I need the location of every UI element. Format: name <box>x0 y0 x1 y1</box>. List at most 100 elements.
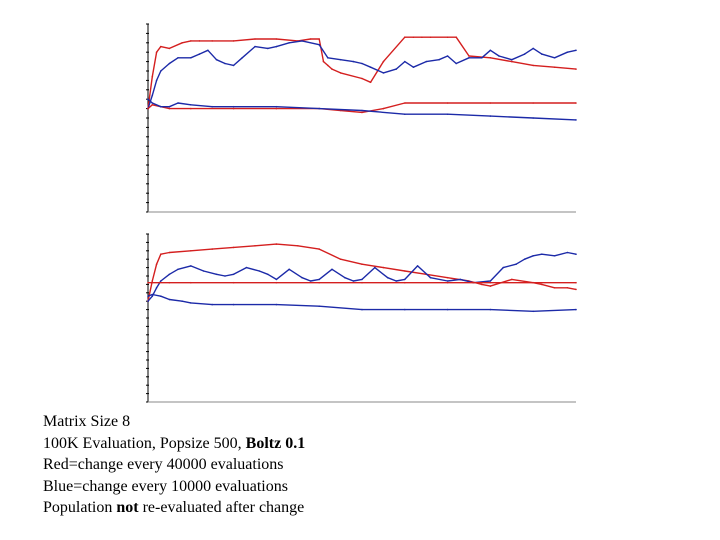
top-point-1-6 <box>190 57 192 59</box>
top-point-1-23 <box>369 66 372 68</box>
bottom-point-0-19 <box>481 283 483 286</box>
top-point-3-15 <box>575 119 577 121</box>
bottom-chart <box>140 228 580 408</box>
bottom-point-1-14 <box>275 278 278 281</box>
bottom-point-3-0 <box>147 295 149 297</box>
top-point-3-8 <box>275 105 278 108</box>
top-point-1-37 <box>523 53 526 55</box>
top-chart-svg <box>146 23 577 213</box>
top-point-1-5 <box>177 57 179 59</box>
bottom-point-3-2 <box>160 295 162 297</box>
top-point-3-2 <box>160 105 162 108</box>
bottom-point-1-20 <box>344 276 346 279</box>
bottom-point-1-16 <box>301 276 303 279</box>
top-point-3-7 <box>232 105 235 108</box>
bottom-point-2-9 <box>489 281 492 284</box>
bottom-point-1-33 <box>502 266 505 269</box>
bottom-point-1-13 <box>267 273 269 276</box>
top-point-2-11 <box>404 102 406 104</box>
top-series-blue-population <box>147 98 577 121</box>
bottom-point-0-14 <box>382 266 385 269</box>
bottom-point-3-10 <box>361 308 363 311</box>
top-point-2-13 <box>489 102 492 104</box>
top-point-2-9 <box>361 111 363 114</box>
bottom-point-2-5 <box>318 281 320 284</box>
top-point-1-21 <box>352 60 355 63</box>
top-point-0-4 <box>168 47 171 50</box>
top-point-2-0 <box>147 107 149 110</box>
top-point-1-22 <box>361 62 363 65</box>
top-point-2-14 <box>532 102 534 104</box>
top-point-0-24 <box>421 36 423 38</box>
bottom-point-1-7 <box>202 270 205 272</box>
bottom-point-2-2 <box>190 281 192 284</box>
bottom-point-2-3 <box>232 281 235 284</box>
bottom-point-3-12 <box>446 308 449 311</box>
top-point-0-7 <box>198 40 201 42</box>
bottom-point-3-15 <box>575 308 577 311</box>
bottom-point-1-17 <box>309 280 312 282</box>
bottom-point-1-8 <box>215 273 218 276</box>
bottom-point-0-23 <box>541 283 543 286</box>
bottom-point-1-38 <box>553 255 556 257</box>
top-point-2-4 <box>190 107 192 110</box>
bottom-point-0-7 <box>232 246 235 249</box>
top-point-0-26 <box>446 36 449 38</box>
bottom-point-1-2 <box>155 287 158 289</box>
top-point-1-19 <box>327 57 329 59</box>
bottom-point-2-6 <box>361 281 363 284</box>
top-point-1-24 <box>382 72 385 74</box>
bottom-point-1-28 <box>429 276 432 279</box>
caption-not: not <box>116 499 139 516</box>
top-point-1-32 <box>468 57 470 59</box>
bottom-point-1-9 <box>224 275 226 277</box>
top-series-blue-best <box>147 40 577 109</box>
bottom-point-2-0 <box>147 281 149 284</box>
bottom-point-1-35 <box>523 258 526 260</box>
top-point-0-15 <box>322 60 325 63</box>
bottom-point-1-3 <box>160 280 162 282</box>
top-point-0-28 <box>468 55 470 57</box>
bottom-point-0-25 <box>566 287 569 289</box>
caption-boltz: Boltz 0.1 <box>245 434 306 452</box>
bottom-point-3-9 <box>318 305 320 307</box>
caption-evaluation-settings: 100K Evaluation, Popsize 500, Boltz 0.1 <box>43 433 603 455</box>
caption-population-rest: re-evaluated after change <box>138 499 305 516</box>
bottom-point-0-15 <box>404 270 406 272</box>
bottom-point-0-6 <box>211 248 213 250</box>
top-point-3-14 <box>532 117 534 119</box>
top-point-0-20 <box>369 81 372 84</box>
bottom-point-3-14 <box>532 310 534 313</box>
bottom-point-0-4 <box>168 251 171 254</box>
bottom-point-1-36 <box>532 255 534 257</box>
bottom-point-3-4 <box>181 300 183 302</box>
top-point-0-10 <box>254 38 256 40</box>
bottom-point-1-27 <box>416 265 419 267</box>
bottom-point-0-24 <box>553 287 556 289</box>
bottom-point-3-11 <box>404 308 406 311</box>
top-point-1-1 <box>151 94 154 97</box>
top-point-3-4 <box>177 102 179 104</box>
top-point-0-6 <box>190 40 192 42</box>
bottom-point-1-11 <box>245 266 248 269</box>
top-point-0-31 <box>532 64 534 67</box>
top-point-2-10 <box>382 107 385 110</box>
bottom-point-2-4 <box>275 281 278 284</box>
top-point-3-9 <box>318 107 320 110</box>
bottom-point-0-8 <box>254 245 256 247</box>
bottom-point-1-5 <box>177 268 179 271</box>
top-point-0-22 <box>404 36 406 38</box>
top-point-1-13 <box>254 45 256 48</box>
bottom-point-1-15 <box>288 268 290 271</box>
top-point-3-3 <box>168 105 171 108</box>
top-point-1-12 <box>241 57 243 59</box>
bottom-point-1-23 <box>374 266 376 269</box>
top-point-0-2 <box>155 51 158 53</box>
top-point-0-21 <box>382 60 385 63</box>
top-point-0-27 <box>455 36 458 38</box>
bottom-point-0-21 <box>511 278 513 281</box>
top-point-1-14 <box>267 47 269 50</box>
top-point-3-11 <box>404 113 406 115</box>
top-point-0-23 <box>412 36 415 38</box>
bottom-point-0-2 <box>155 263 158 265</box>
